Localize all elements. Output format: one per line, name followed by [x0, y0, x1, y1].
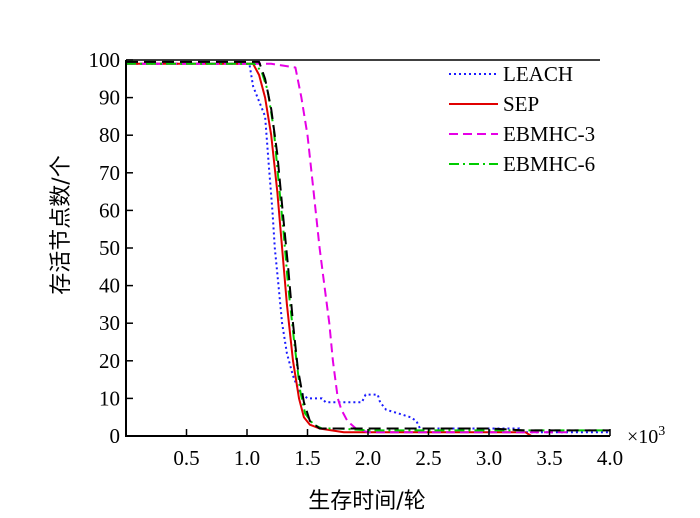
y-tick-label: 20 — [99, 349, 120, 373]
y-tick-label: 90 — [99, 86, 120, 110]
x-tick-label: 3.5 — [536, 446, 562, 470]
x-tick-label: 1.0 — [234, 446, 260, 470]
y-tick-label: 0 — [110, 424, 121, 448]
x-tick-label: 2.0 — [355, 446, 381, 470]
series-line-ebmhc-6 — [126, 62, 610, 432]
y-tick-label: 60 — [99, 198, 120, 222]
legend-label: EBMHC-6 — [503, 152, 595, 176]
y-tick-label: 40 — [99, 274, 120, 298]
series-line-unlabeled-4 — [126, 60, 610, 432]
x-axis-title: 生存时间/轮 — [308, 489, 425, 514]
legend-label: EBMHC-3 — [503, 122, 595, 146]
x-multiplier: ×103 — [627, 424, 665, 448]
legend-label: LEACH — [503, 62, 573, 86]
x-tick-label: 0.5 — [173, 446, 199, 470]
legend-label: SEP — [503, 92, 539, 116]
series-line-leach — [126, 62, 610, 434]
y-tick-label: 70 — [99, 161, 120, 185]
axis-lines — [125, 60, 610, 437]
y-tick-label: 30 — [99, 311, 120, 335]
y-tick-label: 100 — [89, 48, 121, 72]
y-tick-label: 50 — [99, 236, 120, 260]
x-tick-label: 2.5 — [415, 446, 441, 470]
x-tick-label: 3.0 — [476, 446, 502, 470]
legend: LEACH SEP EBMHC-3 EBMHC-6 — [449, 62, 595, 176]
series-line-sep — [126, 62, 610, 437]
series-layer — [126, 60, 610, 437]
y-axis-title: 存活节点数/个 — [49, 155, 74, 294]
axes — [125, 59, 611, 437]
x-tick-label: 1.5 — [294, 446, 320, 470]
tick-labels: 0.5 1.0 1.5 2.0 2.5 3.0 3.5 4.0 0 10 20 30 40 50 60 70 8… — [89, 48, 624, 470]
series-line-ebmhc-3 — [126, 62, 610, 437]
y-tick-label: 80 — [99, 123, 120, 147]
x-tick-label: 4.0 — [597, 446, 623, 470]
y-tick-label: 10 — [99, 386, 120, 410]
